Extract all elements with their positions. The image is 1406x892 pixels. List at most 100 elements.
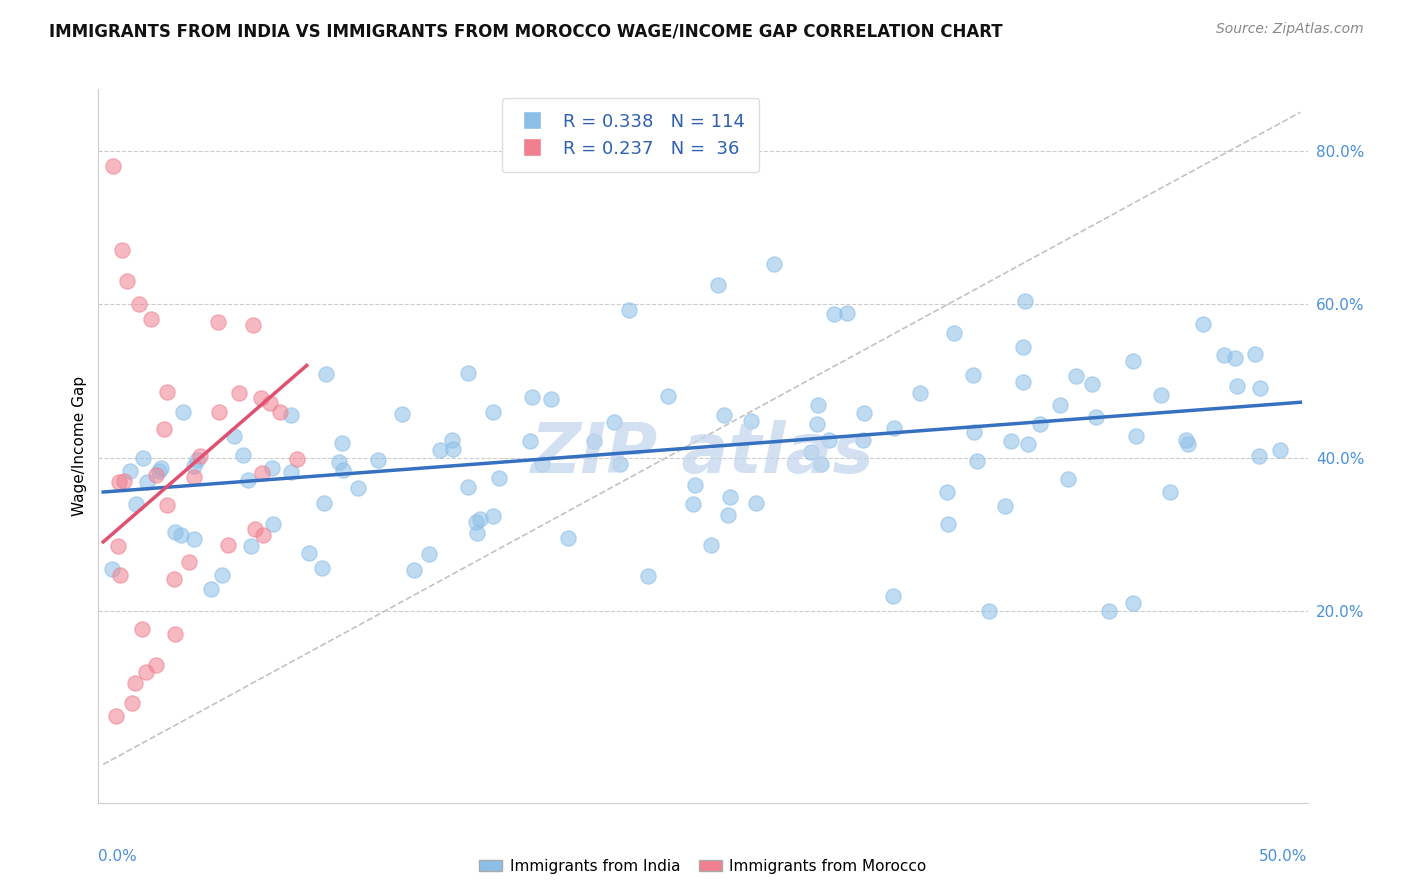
Point: [347, 481, 370, 495]
Point: [1085, 410, 1108, 425]
Point: [186, 453, 208, 467]
Point: [481, 405, 503, 419]
Point: [108, 567, 131, 582]
Point: [908, 385, 931, 400]
Point: [718, 491, 741, 505]
Point: [156, 498, 179, 512]
Point: [540, 392, 562, 406]
Point: [1081, 376, 1104, 391]
Point: [262, 516, 284, 531]
Point: [1243, 347, 1265, 361]
Point: [125, 497, 148, 511]
Point: [250, 391, 273, 405]
Point: [1226, 378, 1249, 392]
Point: [936, 517, 959, 532]
Point: [1249, 450, 1271, 464]
Point: [706, 278, 728, 293]
Point: [1049, 398, 1071, 412]
Point: [1012, 341, 1035, 355]
Point: [481, 509, 503, 524]
Point: [603, 415, 626, 429]
Point: [1014, 294, 1036, 309]
Point: [149, 461, 172, 475]
Point: [120, 464, 142, 478]
Point: [153, 422, 176, 436]
Point: [217, 538, 239, 552]
Point: [1029, 417, 1052, 431]
Point: [935, 485, 957, 500]
Point: [530, 457, 553, 471]
Point: [124, 676, 146, 690]
Point: [1268, 443, 1291, 458]
Point: [962, 368, 984, 383]
Point: [637, 569, 659, 583]
Point: [1056, 472, 1078, 486]
Point: [979, 604, 1001, 618]
Point: [817, 433, 839, 447]
Legend: Immigrants from India, Immigrants from Morocco: Immigrants from India, Immigrants from M…: [474, 853, 932, 880]
Point: [740, 414, 762, 428]
Point: [391, 407, 413, 421]
Point: [762, 257, 785, 271]
Text: 50.0%: 50.0%: [1260, 849, 1308, 864]
Y-axis label: Wage/Income Gap: Wage/Income Gap: [72, 376, 87, 516]
Point: [328, 455, 350, 469]
Point: [441, 433, 464, 447]
Point: [683, 477, 706, 491]
Point: [259, 395, 281, 409]
Point: [464, 515, 486, 529]
Point: [148, 464, 170, 478]
Point: [1150, 387, 1173, 401]
Point: [243, 522, 266, 536]
Point: [1212, 348, 1234, 362]
Point: [810, 457, 832, 471]
Point: [132, 451, 155, 466]
Point: [163, 627, 186, 641]
Point: [131, 622, 153, 636]
Point: [1159, 485, 1181, 500]
Point: [367, 453, 389, 467]
Point: [713, 408, 735, 422]
Legend: R = 0.338   N = 114, R = 0.237   N =  36: R = 0.338 N = 114, R = 0.237 N = 36: [502, 98, 759, 172]
Point: [162, 573, 184, 587]
Point: [236, 473, 259, 487]
Point: [402, 563, 425, 577]
Point: [457, 480, 479, 494]
Point: [260, 461, 283, 475]
Point: [188, 449, 211, 463]
Point: [163, 525, 186, 540]
Point: [297, 546, 319, 560]
Point: [1064, 369, 1087, 384]
Point: [994, 499, 1017, 513]
Point: [228, 385, 250, 400]
Point: [139, 312, 162, 326]
Point: [882, 589, 904, 603]
Point: [823, 307, 845, 321]
Point: [682, 497, 704, 511]
Point: [441, 442, 464, 456]
Point: [332, 463, 354, 477]
Point: [252, 528, 274, 542]
Point: [582, 434, 605, 449]
Point: [800, 444, 823, 458]
Point: [108, 475, 131, 490]
Point: [104, 709, 127, 723]
Point: [966, 454, 988, 468]
Point: [837, 305, 859, 319]
Point: [101, 159, 124, 173]
Point: [200, 582, 222, 596]
Point: [177, 555, 200, 569]
Point: [745, 496, 768, 510]
Point: [807, 398, 830, 412]
Point: [315, 368, 337, 382]
Point: [1012, 376, 1035, 390]
Point: [457, 366, 479, 380]
Point: [232, 448, 254, 462]
Point: [107, 539, 129, 553]
Point: [269, 405, 291, 419]
Point: [242, 318, 264, 333]
Point: [280, 408, 302, 422]
Point: [145, 468, 167, 483]
Point: [285, 452, 308, 467]
Point: [115, 274, 138, 288]
